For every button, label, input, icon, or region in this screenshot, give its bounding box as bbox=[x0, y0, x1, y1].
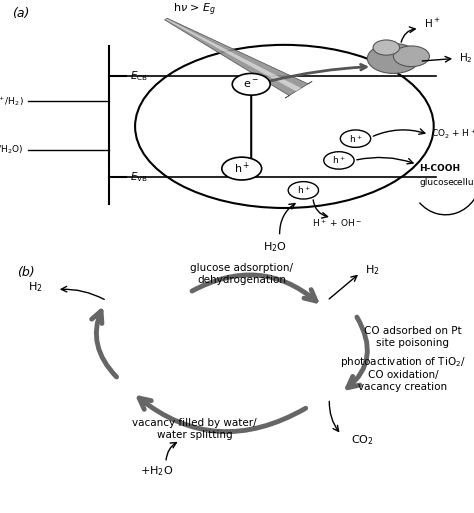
Text: H$_2$O: H$_2$O bbox=[263, 241, 287, 254]
Text: e$^-$: e$^-$ bbox=[243, 78, 259, 90]
Text: H$_2$: H$_2$ bbox=[28, 280, 43, 293]
Text: $E^0$(O$_2$/H$_2$O): $E^0$(O$_2$/H$_2$O) bbox=[0, 143, 24, 156]
Polygon shape bbox=[164, 18, 312, 98]
Text: (a): (a) bbox=[12, 7, 29, 20]
Text: (b): (b) bbox=[17, 266, 34, 279]
Text: h$^+$: h$^+$ bbox=[234, 161, 250, 176]
Text: photoactivation of TiO$_2$/
CO oxidation/
vacancy creation: photoactivation of TiO$_2$/ CO oxidation… bbox=[340, 355, 466, 392]
Text: h$^+$: h$^+$ bbox=[349, 133, 362, 145]
Circle shape bbox=[324, 152, 354, 169]
Circle shape bbox=[340, 130, 371, 147]
Circle shape bbox=[367, 44, 419, 73]
Circle shape bbox=[373, 40, 400, 55]
Text: cellulose: cellulose bbox=[453, 177, 474, 187]
Text: CO$_2$ + H$^+$: CO$_2$ + H$^+$ bbox=[431, 128, 474, 141]
Text: $E_{\mathrm{VB}}$: $E_{\mathrm{VB}}$ bbox=[130, 170, 148, 184]
Circle shape bbox=[222, 157, 262, 180]
Text: h$^+$: h$^+$ bbox=[297, 185, 310, 196]
Polygon shape bbox=[165, 18, 301, 91]
Text: glucose adsorption/
dehydrogenation: glucose adsorption/ dehydrogenation bbox=[190, 263, 293, 285]
Text: H$_2$: H$_2$ bbox=[459, 51, 473, 65]
Circle shape bbox=[288, 182, 319, 199]
Circle shape bbox=[232, 73, 270, 95]
Text: H$_2$: H$_2$ bbox=[365, 263, 380, 277]
Text: glucose: glucose bbox=[419, 177, 455, 187]
Circle shape bbox=[393, 46, 429, 67]
Text: H$^+$ + OH$^-$: H$^+$ + OH$^-$ bbox=[311, 217, 362, 229]
Text: H-COOH: H-COOH bbox=[419, 164, 461, 173]
Text: H$^+$: H$^+$ bbox=[424, 16, 441, 30]
Text: $E^0$(H$^+$/H$_2$): $E^0$(H$^+$/H$_2$) bbox=[0, 94, 24, 108]
Text: h$\nu$ > $E_g$: h$\nu$ > $E_g$ bbox=[173, 2, 216, 18]
Text: h$^+$: h$^+$ bbox=[332, 154, 346, 166]
Text: vacancy filled by water/
water splitting: vacancy filled by water/ water splitting bbox=[132, 419, 256, 440]
Text: CO adsorbed on Pt
site poisoning: CO adsorbed on Pt site poisoning bbox=[364, 326, 461, 348]
Text: +H$_2$O: +H$_2$O bbox=[140, 464, 173, 478]
Text: CO$_2$: CO$_2$ bbox=[351, 433, 374, 447]
Text: $E_{\mathrm{CB}}$: $E_{\mathrm{CB}}$ bbox=[130, 69, 148, 83]
